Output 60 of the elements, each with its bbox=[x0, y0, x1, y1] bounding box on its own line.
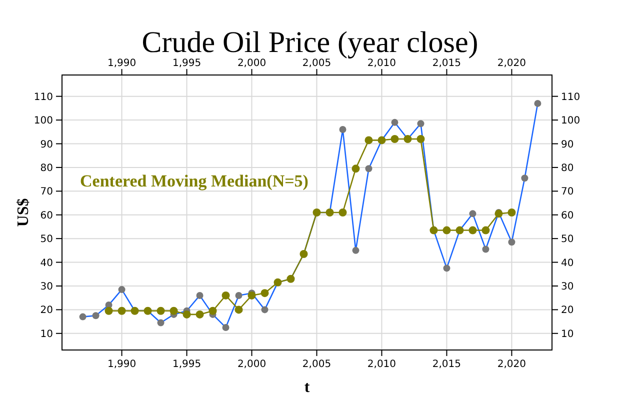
x-tick-label: 1,995 bbox=[172, 58, 202, 69]
x-tick-label: 2,010 bbox=[367, 58, 396, 69]
y2-tick-label: 90 bbox=[561, 139, 574, 150]
point bbox=[196, 310, 204, 318]
y-tick-label: 40 bbox=[40, 258, 53, 269]
point bbox=[416, 135, 425, 144]
x-tick-label: 2,005 bbox=[302, 58, 332, 69]
x2-tick-label: 2,000 bbox=[237, 359, 266, 370]
x-tick-label: 1,990 bbox=[107, 58, 136, 69]
point bbox=[156, 306, 165, 315]
y2-tick-label: 70 bbox=[561, 186, 574, 198]
x-tick-label: 2,015 bbox=[432, 58, 462, 69]
y-tick-label: 110 bbox=[34, 92, 53, 103]
point bbox=[508, 208, 516, 216]
y2-tick-label: 100 bbox=[561, 116, 580, 127]
y-tick-label: 60 bbox=[40, 210, 53, 222]
x2-tick-label: 2,020 bbox=[497, 359, 526, 370]
chart-title: Crude Oil Price (year close) bbox=[142, 26, 478, 59]
y-tick-label: 10 bbox=[40, 328, 53, 340]
point bbox=[248, 291, 256, 300]
y-tick-label: 80 bbox=[40, 162, 53, 174]
point bbox=[364, 136, 373, 144]
point bbox=[118, 306, 126, 315]
y-tick-label: 50 bbox=[40, 234, 53, 246]
y2-tick-label: 20 bbox=[561, 305, 574, 316]
x2-tick-label: 1,995 bbox=[172, 359, 202, 370]
x2-tick-label: 1,990 bbox=[107, 359, 136, 370]
y2-tick-label: 50 bbox=[561, 234, 574, 246]
y-tick-label: 100 bbox=[34, 116, 53, 127]
point bbox=[260, 289, 269, 298]
y2-tick-label: 30 bbox=[561, 281, 574, 292]
point bbox=[468, 226, 477, 234]
point bbox=[352, 164, 360, 173]
x2-tick-label: 2,005 bbox=[302, 359, 332, 370]
point bbox=[170, 306, 178, 315]
point bbox=[442, 226, 451, 234]
y-tick-label: 20 bbox=[40, 305, 53, 316]
y2-tick-label: 10 bbox=[561, 328, 574, 340]
x-axis-title: t bbox=[304, 379, 310, 396]
point bbox=[482, 226, 490, 234]
y2-tick-label: 40 bbox=[561, 258, 574, 269]
x2-tick-label: 2,015 bbox=[432, 359, 462, 370]
y-tick-label: 30 bbox=[40, 281, 53, 292]
point bbox=[222, 291, 230, 300]
x-tick-label: 2,000 bbox=[237, 58, 266, 69]
point bbox=[234, 306, 243, 314]
y-axis-title: US$ bbox=[15, 198, 32, 227]
y2-tick-label: 60 bbox=[561, 210, 574, 222]
point bbox=[338, 208, 347, 216]
point bbox=[390, 135, 399, 144]
y2-tick-label: 80 bbox=[561, 162, 574, 174]
x2-tick-label: 2,010 bbox=[367, 359, 396, 370]
point bbox=[182, 310, 191, 318]
point bbox=[208, 306, 217, 315]
series-label: Centered Moving Median(N=5) bbox=[80, 171, 308, 190]
point bbox=[104, 306, 113, 315]
y-tick-label: 90 bbox=[40, 139, 53, 150]
x-tick-label: 2,020 bbox=[497, 58, 526, 69]
y-tick-label: 70 bbox=[40, 186, 53, 198]
y2-tick-label: 110 bbox=[561, 92, 580, 103]
